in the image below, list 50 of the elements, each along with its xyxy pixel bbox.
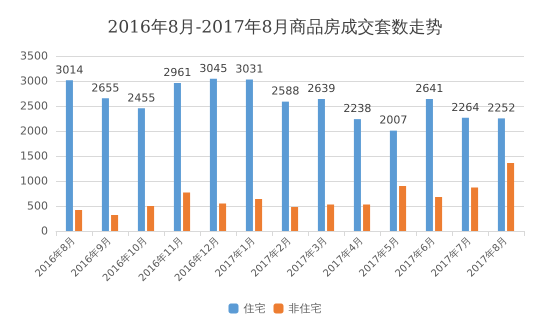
y-tick-label: 3500 [20,50,48,62]
data-label: 2252 [487,101,516,114]
bar [426,98,433,231]
data-label: 2007 [379,114,408,127]
y-tick-label: 1500 [20,150,48,162]
chart-title: 2016年8月-2017年8月商品房成交套数走势 [108,18,442,38]
y-tick-label: 2500 [20,100,48,112]
bar [462,118,469,231]
data-label: 3045 [199,62,228,75]
legend-label: 非住宅 [288,302,322,315]
bar [210,78,217,231]
legend-label: 住宅 [244,302,266,315]
bar [399,186,406,231]
bar [246,79,253,231]
y-tick-label: 0 [41,224,48,238]
bar [102,98,109,231]
data-label: 2639 [307,82,336,96]
bar [498,118,505,231]
bar [471,188,478,231]
bar [183,192,190,231]
bar [255,199,262,231]
bar [354,119,361,231]
bar [219,204,226,231]
data-label: 2455 [127,91,156,104]
bar [327,204,334,231]
y-tick-label: 1000 [20,174,48,188]
data-label: 2961 [163,66,192,79]
bar [147,206,154,231]
bar [507,163,514,231]
data-label: 2264 [451,100,480,114]
data-label: 2238 [343,102,372,116]
data-label: 3031 [235,62,264,76]
bar [66,80,73,231]
data-label: 2641 [415,82,444,95]
data-label: 2655 [91,81,120,94]
y-tick-label: 2000 [20,124,48,138]
bar [390,130,397,231]
bar [282,102,289,231]
bar [363,204,370,231]
bar [138,108,145,231]
data-label: 3014 [55,63,84,76]
bar [291,207,298,231]
bar [75,210,82,231]
y-tick-label: 3000 [20,74,48,88]
bar [435,197,442,231]
y-tick-label: 500 [27,200,48,212]
bar [111,215,118,231]
bar [318,99,325,231]
bar [174,82,181,231]
data-label: 2588 [271,84,300,98]
